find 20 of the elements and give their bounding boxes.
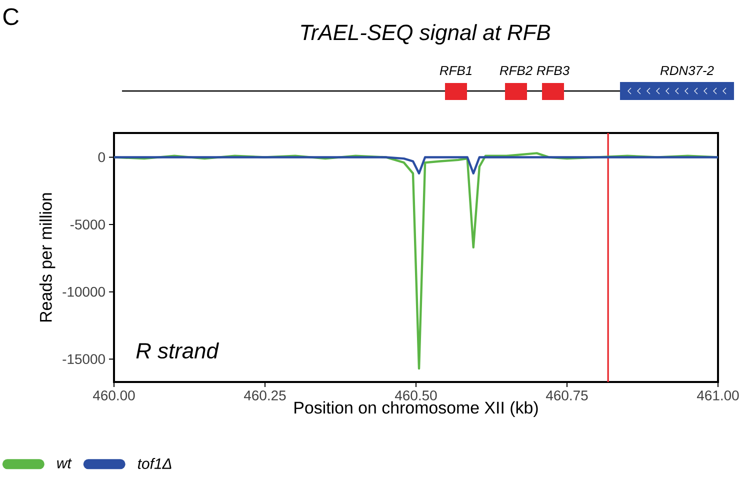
chart-title: TrAEL-SEQ signal at RFB <box>301 24 550 45</box>
y-tick-label: -10000 <box>62 286 105 297</box>
y-tick-label: -15000 <box>62 354 105 364</box>
x-tick-label: 460.50 <box>394 390 437 400</box>
x-tick-label: 460.75 <box>546 390 588 400</box>
text: RFB1 <box>440 66 472 75</box>
legend-label: wt <box>57 458 72 468</box>
x-tick-label: 461.00 <box>696 390 739 400</box>
y-tick-label: -5000 <box>70 220 105 230</box>
text: RFB3 <box>536 66 570 76</box>
x-axis-title: Position on chromosome XII (kb) <box>294 401 538 418</box>
y-tick-label: 0 <box>98 152 105 162</box>
x-tick-label: 460.00 <box>92 390 135 400</box>
text: C <box>3 8 19 26</box>
text: RDN37-2 <box>660 66 714 76</box>
text: RFB2 <box>500 66 532 75</box>
y-axis-title: Reads per million <box>39 193 56 322</box>
x-tick-label: 460.25 <box>244 390 286 400</box>
legend-label: tof1Δ <box>138 458 172 469</box>
annotation: R strand <box>136 342 220 359</box>
